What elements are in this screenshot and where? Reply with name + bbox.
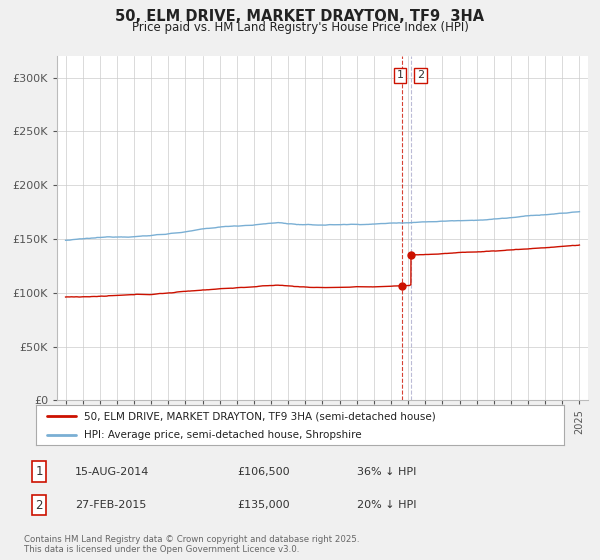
Text: Price paid vs. HM Land Registry's House Price Index (HPI): Price paid vs. HM Land Registry's House … bbox=[131, 21, 469, 34]
Text: £135,000: £135,000 bbox=[237, 500, 290, 510]
Text: 27-FEB-2015: 27-FEB-2015 bbox=[75, 500, 146, 510]
Text: 2: 2 bbox=[35, 498, 43, 512]
Text: 50, ELM DRIVE, MARKET DRAYTON, TF9  3HA: 50, ELM DRIVE, MARKET DRAYTON, TF9 3HA bbox=[115, 9, 485, 24]
Text: 15-AUG-2014: 15-AUG-2014 bbox=[75, 466, 149, 477]
Text: £106,500: £106,500 bbox=[237, 466, 290, 477]
Text: 2: 2 bbox=[417, 71, 424, 81]
Text: Contains HM Land Registry data © Crown copyright and database right 2025.
This d: Contains HM Land Registry data © Crown c… bbox=[24, 535, 359, 554]
Text: 20% ↓ HPI: 20% ↓ HPI bbox=[357, 500, 416, 510]
Text: 1: 1 bbox=[35, 465, 43, 478]
Text: 50, ELM DRIVE, MARKET DRAYTON, TF9 3HA (semi-detached house): 50, ELM DRIVE, MARKET DRAYTON, TF9 3HA (… bbox=[83, 411, 435, 421]
Text: HPI: Average price, semi-detached house, Shropshire: HPI: Average price, semi-detached house,… bbox=[83, 430, 361, 440]
Text: 36% ↓ HPI: 36% ↓ HPI bbox=[357, 466, 416, 477]
Text: 1: 1 bbox=[397, 71, 403, 81]
